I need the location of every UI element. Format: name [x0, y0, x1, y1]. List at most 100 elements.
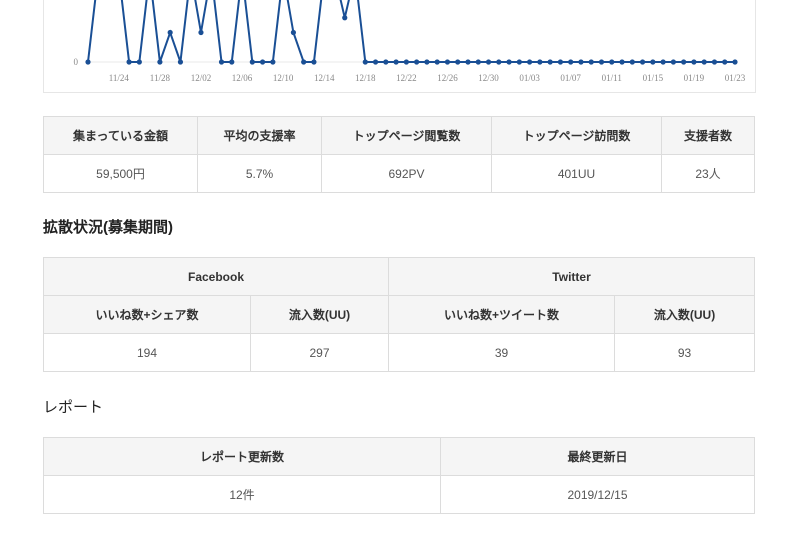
daily-line-chart: 0 11/24 11/28 12/02 12/06 12/10 12/14 12/18 12/2… — [74, 0, 746, 83]
data-point-01/21 — [711, 59, 718, 65]
summary-table: 集まっている金額 平均の支援率 トップページ閲覧数 トップページ訪問数 支援者数… — [43, 116, 755, 193]
data-point-12/30 — [485, 59, 492, 65]
data-point-01/16 — [660, 59, 666, 65]
data-point-12/31 — [496, 59, 502, 65]
data-point-12/12 — [301, 59, 307, 65]
x-tick-label: 11/24 — [109, 73, 130, 83]
data-point-01/19 — [691, 59, 697, 65]
data-point-01/22 — [722, 59, 728, 65]
header-support-rate: 平均の支援率 — [197, 116, 322, 155]
x-tick-label: 12/22 — [396, 73, 417, 83]
data-point-12/21 — [393, 59, 399, 65]
value-support-rate: 5.7% — [197, 154, 322, 193]
data-point-01/03 — [527, 59, 533, 65]
report-count-header: レポート更新数 — [43, 437, 441, 476]
value-amount: 59,500円 — [43, 154, 198, 193]
value-supporters: 23人 — [661, 154, 755, 193]
value-pageviews: 692PV — [321, 154, 492, 193]
data-point-12/20 — [383, 59, 389, 65]
last-updated-header: 最終更新日 — [440, 437, 755, 476]
x-tick-label: 12/30 — [478, 73, 499, 83]
data-point-01/23 — [732, 59, 738, 65]
data-point-12/11 — [290, 29, 296, 36]
data-point-12/16 — [342, 15, 348, 21]
value-visits: 401UU — [491, 154, 662, 193]
data-point-01/06 — [557, 59, 564, 65]
data-point-12/22 — [403, 59, 409, 65]
data-point-12/08 — [259, 59, 266, 65]
data-point-01/15 — [650, 59, 656, 65]
tw-inflow-header: 流入数(UU) — [614, 295, 756, 334]
data-point-12/13 — [311, 59, 317, 65]
tw-likes-tweets-value: 39 — [388, 333, 616, 372]
data-point-12/18 — [362, 59, 368, 65]
x-tick-label: 11/28 — [150, 73, 171, 83]
twitter-header: Twitter — [388, 257, 756, 296]
header-amount: 集まっている金額 — [43, 116, 198, 155]
fb-inflow-header: 流入数(UU) — [249, 295, 390, 334]
data-point-12/27 — [455, 59, 461, 65]
spread-table: Facebook Twitter いいね数+シェア数 流入数(UU) いいね数+… — [42, 257, 756, 372]
x-tick-label: 01/23 — [725, 73, 746, 83]
x-tick-label: 12/06 — [232, 73, 253, 83]
data-point-01/20 — [701, 59, 707, 65]
data-point-12/28 — [465, 59, 471, 65]
data-point-01/11 — [609, 59, 615, 65]
data-point-01/13 — [629, 59, 635, 65]
data-point-12/29 — [475, 59, 481, 65]
x-tick-label: 01/03 — [519, 73, 540, 83]
data-point-01/01 — [506, 59, 512, 65]
data-point-12/02 — [198, 29, 204, 36]
report-table: レポート更新数 最終更新日 12件 2019/12/15 — [43, 437, 755, 514]
data-point-01/02 — [516, 59, 522, 65]
header-supporters: 支援者数 — [661, 116, 755, 155]
data-point-12/26 — [444, 59, 451, 65]
daily-chart-panel — [43, 0, 756, 93]
fb-likes-shares-header: いいね数+シェア数 — [43, 295, 251, 334]
report-heading: レポート — [43, 399, 104, 416]
tw-likes-tweets-header: いいね数+ツイート数 — [388, 295, 616, 334]
x-tick-label: 12/02 — [191, 73, 212, 83]
data-point-11/26 — [136, 59, 142, 65]
y-tick-label: 0 — [74, 57, 79, 67]
data-point-01/07 — [568, 59, 574, 65]
tw-inflow-value: 93 — [614, 333, 756, 372]
data-point-12/05 — [229, 59, 235, 65]
data-point-01/17 — [670, 59, 676, 65]
fb-likes-shares-value: 194 — [43, 333, 251, 372]
x-tick-label: 12/26 — [437, 73, 458, 83]
data-point-11/21 — [85, 59, 91, 65]
data-point-12/23 — [414, 59, 420, 65]
data-point-12/07 — [249, 59, 255, 65]
data-point-01/08 — [578, 59, 584, 65]
x-tick-label: 01/07 — [560, 73, 581, 83]
data-point-12/24 — [424, 59, 430, 65]
fb-inflow-value: 297 — [249, 333, 390, 372]
x-tick-label: 01/19 — [684, 73, 705, 83]
data-point-11/25 — [126, 59, 132, 65]
data-point-11/28 — [157, 59, 163, 65]
data-point-01/05 — [547, 59, 553, 65]
header-visits: トップページ訪問数 — [491, 116, 662, 155]
x-tick-label: 12/14 — [314, 73, 335, 83]
data-point-01/10 — [598, 59, 605, 65]
data-point-12/09 — [270, 59, 276, 65]
data-point-11/29 — [167, 29, 173, 36]
data-point-11/30 — [177, 59, 184, 65]
x-tick-label: 12/18 — [355, 73, 376, 83]
x-tick-label: 01/11 — [602, 73, 622, 83]
data-point-01/14 — [639, 59, 646, 65]
data-point-01/04 — [537, 59, 543, 65]
spread-heading: 拡散状況(募集期間) — [43, 219, 173, 236]
header-pageviews: トップページ閲覧数 — [321, 116, 492, 155]
data-point-12/19 — [372, 59, 379, 65]
x-tick-label: 12/10 — [273, 73, 294, 83]
data-point-01/18 — [681, 59, 687, 65]
data-point-12/25 — [434, 59, 440, 65]
last-updated-value: 2019/12/15 — [440, 475, 755, 514]
report-count-value: 12件 — [43, 475, 441, 514]
data-point-12/04 — [218, 59, 225, 65]
x-tick-label: 01/15 — [643, 73, 664, 83]
series-line — [87, 0, 736, 63]
data-point-01/09 — [588, 59, 594, 65]
